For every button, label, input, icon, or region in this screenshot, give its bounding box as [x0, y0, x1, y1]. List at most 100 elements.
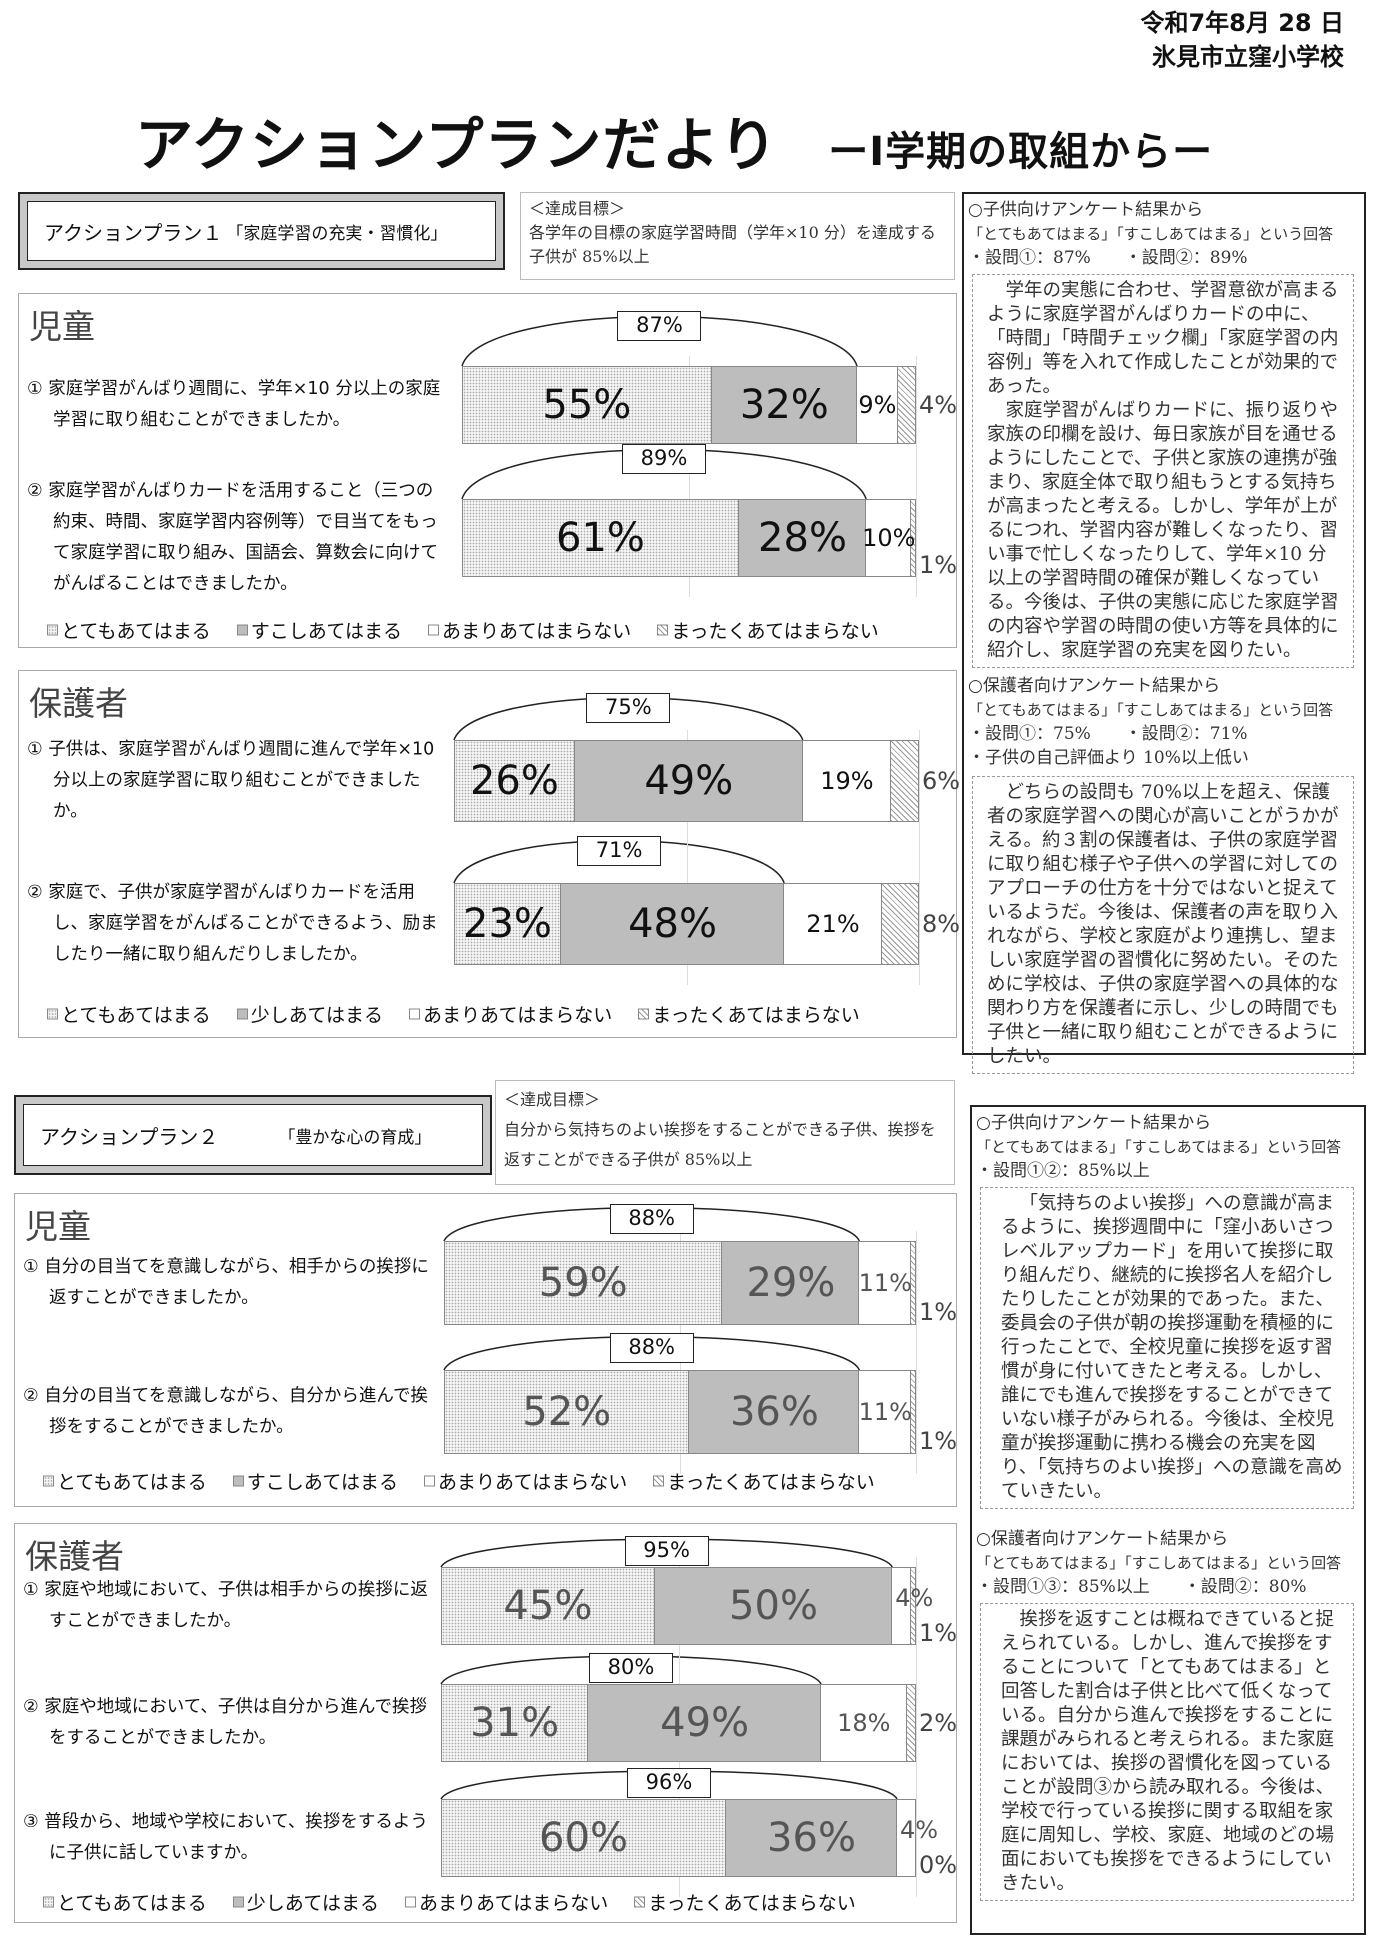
legend-item: とてもあてはまる [43, 1468, 207, 1495]
plan2-theme: 「豊かな心の育成」 [278, 1127, 432, 1148]
school-name: 氷見市立窪小学校 [1152, 43, 1344, 71]
total-label: 96% [627, 1768, 711, 1798]
bar-segment-agree [722, 1241, 860, 1325]
segment-label: 36% [767, 1815, 856, 1861]
results-note: ・子供の自己評価より 10%以上低い [968, 748, 1249, 768]
results-commentary: 学年の実態に合わせ、学習意欲が高まるように家庭学習がんばりカードの中に、「時間」… [972, 274, 1354, 668]
plan2-name: アクションプラン２ [40, 1124, 219, 1149]
chart-title: 児童 [29, 307, 95, 346]
segment-label: 21% [806, 910, 860, 938]
results-criteria: 「とてもあてはまる」「すこしあてはまる」という回答 [976, 1138, 1342, 1156]
issue-date: 令和7年8月 28 日 [1140, 9, 1344, 37]
bar-segment-strong-disagree [891, 740, 919, 822]
segment-label: 49% [660, 1700, 750, 1746]
segment-label: 4% [899, 1816, 939, 1845]
plan1-name: アクションプラン１ [44, 220, 223, 245]
results-heading: ○子供向けアンケート結果から [968, 200, 1204, 220]
legend-label: とてもあてはまる [57, 1892, 207, 1915]
segment-label: 36% [729, 1389, 819, 1435]
segment-label: 4% [918, 391, 958, 419]
paragraph: どちらの設問も 70%以上を超え、保護者の家庭学習への関心が高いことがうかがえる… [987, 782, 1339, 1067]
bar-segment-agree [689, 1370, 860, 1454]
chart-legend: とてもあてはまる すこしあてはまる あまりあてはまらない まったくあてはまらない [43, 1468, 875, 1495]
stacked-bar [462, 499, 916, 577]
question: ① 家庭や地域において、子供は相手からの挨拶に返すことができましたか。 [23, 1580, 428, 1631]
legend-swatch [427, 624, 439, 636]
results-heading: ○保護者向けアンケート結果から [976, 1529, 1229, 1549]
legend-item: すこしあてはまる [236, 617, 402, 644]
segment-label: 9% [858, 391, 897, 419]
segment-label: 1% [918, 1298, 958, 1327]
legend-swatch [404, 1896, 416, 1908]
stacked-bar [462, 366, 916, 444]
stacked-bar [444, 1241, 916, 1325]
legend-label: まったくあてはまらない [652, 1004, 860, 1027]
stacked-bar [441, 1567, 916, 1645]
stat: ・設問①②：85%以上 [976, 1161, 1150, 1181]
stacked-bar [444, 1370, 916, 1454]
bar-segment-strong-agree [454, 883, 561, 965]
bar-segment-disagree [859, 1370, 912, 1454]
chart-plan1-children: 児童 ① 家庭学習がんばり週間に、学年×10 分以上の家庭学習に取り組むことができ… [18, 293, 957, 648]
paragraph: 「気持ちのよい挨拶」への意識が高まるように、挨拶週間中に「窪小あいさつレベルアッ… [1001, 1193, 1343, 1502]
results-heading: ○保護者向けアンケート結果から [968, 676, 1221, 696]
chart-plan2-parents: 保護者 ① 家庭や地域において、子供は相手からの挨拶に返すことができましたか。 45… [14, 1523, 957, 1923]
bar-segment-disagree [821, 1684, 907, 1762]
segment-label: 11% [858, 1269, 912, 1297]
bar-segment-strong-agree [444, 1370, 690, 1454]
chart-plan1-parents: 保護者 ① 子供は、家庭学習がんばり週間に進んで学年×10 分以上の家庭学習に取り… [18, 670, 960, 1038]
legend-swatch [232, 1896, 244, 1908]
segment-label: 48% [628, 901, 717, 947]
question: ② 自分の目当てを意識しながら、自分から進んで挨拶をすることができましたか。 [23, 1386, 429, 1437]
segment-label: 26% [469, 758, 559, 804]
bar-segment-agree [711, 366, 857, 444]
bar-segment-strong-agree [441, 1799, 726, 1877]
chart-title: 保護者 [29, 684, 128, 723]
title-main: アクションプランだより [135, 111, 779, 179]
legend-label: あまりあてはまらない [437, 1471, 628, 1494]
stacked-bar [441, 1684, 916, 1762]
segment-label: 59% [538, 1260, 628, 1306]
question: ① 自分の目当てを意識しながら、相手からの挨拶に返すことができましたか。 [23, 1257, 429, 1308]
results-heading: ○子供向けアンケート結果から [976, 1113, 1212, 1133]
gridline [916, 1557, 917, 1897]
legend-label: まったくあてはまらない [648, 1892, 856, 1915]
bar-segment-strong-disagree [911, 1241, 916, 1325]
legend-item: まったくあてはまらない [653, 1468, 875, 1495]
bar-segment-strong-disagree [911, 499, 916, 577]
stat: ・設問①：87% [968, 248, 1091, 268]
legend-label: あまりあてはまらない [418, 1892, 609, 1915]
bar-segment-disagree [802, 740, 892, 822]
segment-label: 1% [918, 1619, 958, 1648]
segment-label: 1% [918, 551, 958, 580]
legend-item: まったくあてはまらない [657, 617, 879, 644]
legend-item: すこしあてはまる [232, 1468, 398, 1495]
legend-swatch [47, 1008, 58, 1020]
legend-swatch [423, 1475, 435, 1487]
legend-item: まったくあてはまらない [638, 1001, 860, 1028]
legend-label: まったくあてはまらない [671, 620, 879, 643]
plan2-goal: ＜達成目標＞ 自分から気持ちのよい挨拶をすることができる子供、挨拶を返すことがで… [495, 1080, 955, 1185]
results-commentary: 「気持ちのよい挨拶」への意識が高まるように、挨拶週間中に「窪小あいさつレベルアッ… [980, 1187, 1354, 1509]
legend-swatch [657, 624, 669, 636]
legend-swatch [638, 1008, 650, 1020]
plan1-results-box: ○子供向けアンケート結果から 「とてもあてはまる」「すこしあてはまる」という回答… [962, 192, 1366, 1074]
segment-label: 45% [503, 1583, 593, 1629]
chart-legend: とてもあてはまる 少しあてはまる あまりあてはまらない まったくあてはまらない [47, 1001, 860, 1028]
bar-segment-disagree [897, 1799, 916, 1877]
legend-item: あまりあてはまらない [423, 1468, 628, 1495]
legend-item: あまりあてはまらない [427, 617, 631, 644]
plan1-goal: ＜達成目標＞ 各学年の目標の家庭学習時間（学年×10 分）を達成する子供が 85… [520, 192, 955, 280]
legend-swatch [43, 1896, 54, 1908]
bar-segment-agree [738, 499, 867, 577]
bar-segment-strong-agree [444, 1241, 723, 1325]
results-commentary: 挨拶を返すことは概ねできていると捉えられている。しかし、進んで挨拶をすることにつ… [980, 1603, 1354, 1901]
legend-label: まったくあてはまらない [667, 1471, 875, 1494]
gridline [916, 1231, 917, 1474]
stacked-bar [454, 883, 919, 965]
results-stats: ・設問①：87% ・設問②：89% [968, 246, 1360, 270]
total-label: 89% [622, 444, 707, 474]
legend-swatch [232, 1475, 244, 1487]
legend-label: 少しあてはまる [250, 1004, 383, 1027]
segment-label: 11% [858, 1398, 912, 1426]
